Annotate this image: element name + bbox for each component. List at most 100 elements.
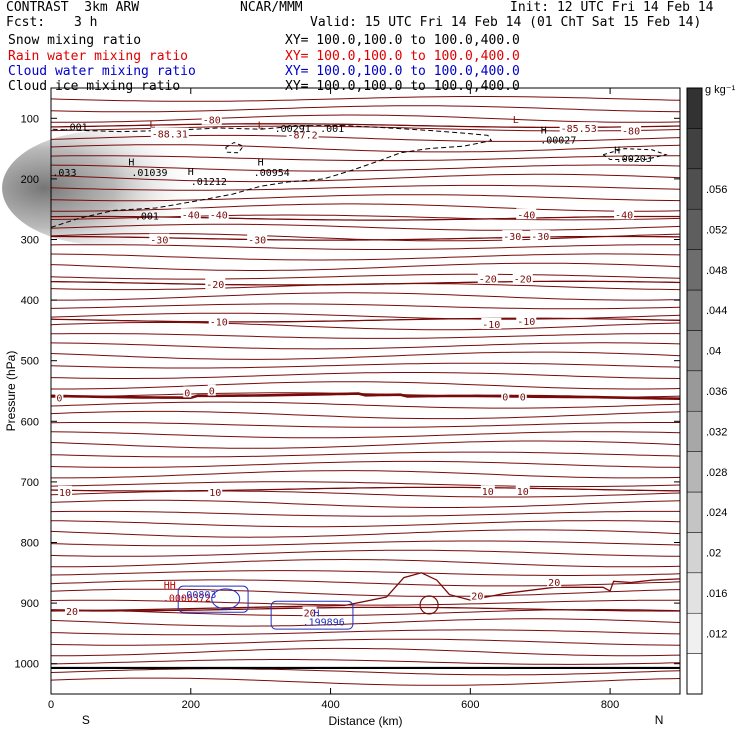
y-tick-label: 1000 (15, 659, 39, 671)
value-label: .00803 (180, 590, 216, 601)
colorbar-tick-label: .016 (706, 588, 727, 600)
temp-label: -10 (517, 317, 535, 328)
extremum-marker: L (513, 115, 519, 126)
x-tick-label: 400 (321, 699, 339, 711)
isotherm-line (50, 164, 681, 172)
isotherm-line (50, 579, 681, 587)
temp-label: -30 (503, 232, 521, 243)
temp-label-bg (286, 128, 319, 140)
valid-time: Valid: 15 UTC Fri 14 Feb 14 (01 ChT Sat … (310, 15, 702, 30)
temp-label: 10 (59, 488, 71, 499)
temp-label-bg (516, 314, 537, 326)
temp-label: -30 (150, 236, 168, 247)
colorbar-tick-label: .024 (706, 507, 727, 519)
colorbar-tick-label: .032 (706, 426, 727, 438)
y-axis-title: Pressure (hPa) (4, 351, 18, 432)
temp-label-bg (247, 233, 268, 245)
x-tick-label: 800 (601, 699, 619, 711)
field-rain-name: Rain water mixing ratio (8, 49, 189, 64)
extremum-marker: H (314, 608, 320, 619)
temp-label-bg (55, 391, 64, 403)
temp-label-bg (150, 127, 189, 139)
isotherm-line (50, 184, 681, 191)
colorbar-segment (686, 330, 703, 372)
isotherm-line (50, 114, 681, 123)
isotherm-line (50, 431, 681, 439)
model-title: CONTRAST 3km ARW (6, 0, 140, 15)
colorbar-tick-label: .044 (706, 305, 727, 317)
temp-label-bg (205, 277, 226, 289)
temp-label-bg (57, 485, 72, 497)
isotherm-line (51, 203, 681, 212)
isotherm-line (50, 194, 681, 202)
isotherm-line (50, 262, 681, 271)
isotherm-line (50, 144, 681, 153)
isotherm-line (50, 333, 680, 339)
x-tick-label: 600 (461, 699, 479, 711)
isotherm-line (51, 558, 681, 568)
temp-label: -80 (203, 116, 221, 127)
y-tick-label: 100 (21, 113, 39, 125)
isotherm--10 (50, 317, 681, 323)
isotherm-line (50, 303, 681, 310)
colorbar-tick-label: .02 (706, 548, 721, 560)
isotherm-line (50, 410, 681, 420)
temp-label-bg (481, 317, 502, 329)
colorbar-segment (686, 370, 703, 412)
temp-label: 10 (517, 487, 529, 498)
isotherm-line (50, 510, 680, 517)
isotherm-line (50, 173, 681, 183)
colorbar-segment (686, 87, 703, 129)
isotherm-line (50, 362, 681, 369)
isotherm-20 (50, 606, 680, 612)
isotherm-line (50, 529, 681, 538)
temp-label: -40 (182, 210, 200, 221)
cloud-ice-contour (50, 125, 493, 228)
isotherm--40 (51, 215, 680, 221)
field-cloud-water-xy: XY= 100.0,100.0 to 100.0,400.0 (285, 64, 520, 79)
colorbar-segment (686, 612, 703, 654)
colorbar: .012 .016 .02 .024 .028 .032 .036 .04 .044 .048 .0… (686, 84, 736, 695)
temp-label-bg (64, 605, 79, 617)
x-end-label-north: N (655, 713, 664, 727)
isotherm-line (50, 638, 681, 646)
isotherm-line (50, 588, 681, 597)
temp-label: 20 (66, 607, 78, 618)
value-label: .00291 (275, 124, 311, 135)
isotherm-line (50, 401, 681, 409)
isotherm-line (50, 618, 681, 627)
extremum-marker: HH (164, 581, 176, 592)
isotherm-line (50, 549, 681, 557)
colorbar-tick-label: .056 (706, 184, 727, 196)
value-label: .01212 (191, 177, 227, 188)
colorbar-segment (686, 128, 703, 170)
y-tick-label: 500 (21, 356, 39, 368)
field-rain-xy: XY= 100.0,100.0 to 100.0,400.0 (285, 49, 520, 64)
temp-label: 10 (209, 488, 221, 499)
temp-label: 0 (56, 393, 62, 404)
colorbar-units: g kg⁻¹ (705, 84, 736, 96)
y-tick-label: 900 (21, 598, 39, 610)
cloud-ice-cell-right (602, 148, 668, 160)
temp-label: -40 (210, 210, 228, 221)
temp-label: -40 (615, 210, 633, 221)
colorbar-segment (686, 572, 703, 614)
colorbar-segment (686, 208, 703, 250)
temp-label-bg (470, 589, 485, 601)
field-snow-xy: XY= 100.0,100.0 to 100.0,400.0 (285, 33, 520, 48)
isotherm-line (50, 105, 681, 113)
temp-label-bg (518, 390, 527, 402)
temp-label: -80 (622, 127, 640, 138)
isotherm-line (50, 273, 681, 280)
forecast-hour: 3 h (74, 15, 98, 30)
temp-label: 20 (471, 591, 483, 602)
y-tick-label: 400 (21, 295, 39, 307)
extremum-marker: H (188, 167, 194, 178)
extremum-marker: L (149, 119, 155, 130)
extremum-marker: H (258, 158, 264, 169)
isotherm-line (50, 668, 681, 676)
temp-label: -85.53 (561, 124, 597, 135)
isotherm-line (50, 677, 681, 686)
isotherm-line (50, 490, 681, 498)
temp-label: -10 (210, 318, 228, 329)
